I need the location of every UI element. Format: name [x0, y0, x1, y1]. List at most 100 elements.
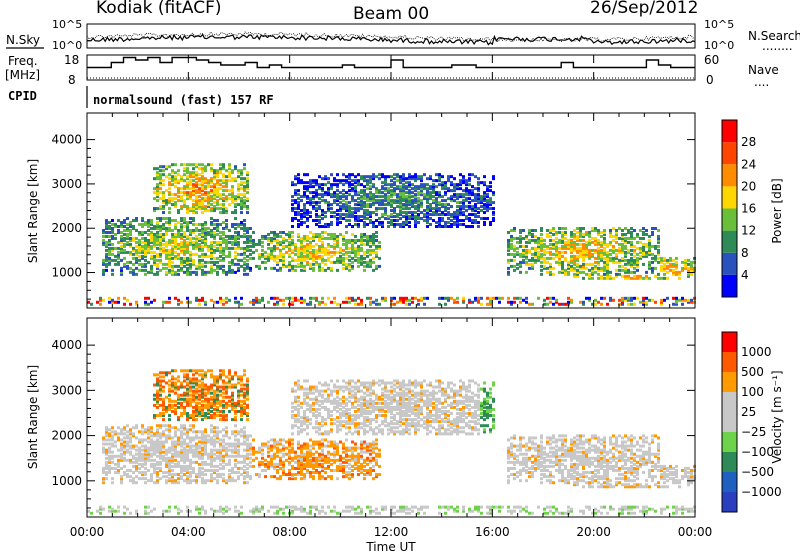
velocity-cell	[231, 395, 234, 399]
power-cell	[417, 175, 420, 179]
power-cell	[123, 264, 126, 268]
velocity-cell	[207, 434, 210, 438]
velocity-cell	[144, 430, 147, 434]
power-cell	[474, 197, 477, 201]
velocity-cell	[159, 375, 162, 379]
power-cell	[369, 219, 372, 223]
power-cell	[132, 248, 135, 252]
power-cell	[156, 238, 159, 242]
velocity-cell	[156, 399, 159, 403]
velocity-cell	[201, 432, 204, 436]
power-cell	[186, 228, 189, 232]
power-cell	[432, 195, 435, 199]
velocity-cell	[183, 379, 186, 383]
velocity-cell	[213, 440, 216, 444]
power-cell	[351, 298, 354, 302]
power-cell	[204, 260, 207, 264]
power-cell	[642, 300, 645, 304]
velocity-cell	[150, 462, 153, 466]
power-cell	[345, 242, 348, 246]
velocity-cell	[120, 452, 123, 456]
power-cell	[264, 256, 267, 260]
power-cell	[306, 302, 309, 306]
power-cell	[405, 203, 408, 207]
velocity-cell	[222, 473, 225, 477]
velocity-cell	[156, 473, 159, 477]
power-cell	[150, 232, 153, 236]
power-cell	[273, 238, 276, 242]
power-cell	[492, 213, 495, 217]
power-cell	[234, 254, 237, 258]
power-cell	[108, 296, 111, 300]
power-cell	[600, 248, 603, 252]
velocity-cell	[219, 456, 222, 460]
power-cell	[642, 254, 645, 258]
power-cell	[309, 236, 312, 240]
power-cell	[189, 242, 192, 246]
velocity-cell	[195, 507, 198, 511]
power-cell	[144, 238, 147, 242]
power-cell	[480, 302, 483, 306]
power-cell	[150, 240, 153, 244]
power-cell	[219, 230, 222, 234]
velocity-cell	[189, 381, 192, 385]
velocity-cell	[216, 379, 219, 383]
velocity-cell	[204, 416, 207, 420]
power-cell	[258, 254, 261, 258]
power-cell	[330, 207, 333, 211]
velocity-cell	[132, 471, 135, 475]
power-cell	[624, 274, 627, 278]
power-cell	[567, 300, 570, 304]
power-cell	[366, 236, 369, 240]
power-cell	[630, 262, 633, 266]
power-cell	[645, 242, 648, 246]
power-cell	[165, 266, 168, 270]
velocity-cell	[180, 468, 183, 472]
velocity-cell	[219, 444, 222, 448]
power-cell	[642, 248, 645, 252]
power-cell	[207, 185, 210, 189]
velocity-cell	[204, 387, 207, 391]
power-cell	[519, 300, 522, 304]
power-cell	[375, 298, 378, 302]
power-cell	[369, 215, 372, 219]
power-cell	[201, 296, 204, 300]
power-cell	[606, 276, 609, 280]
freq-tick-top: 18	[64, 53, 79, 67]
power-cell	[453, 199, 456, 203]
power-cell	[393, 173, 396, 177]
velocity-cell	[210, 477, 213, 481]
power-cell	[414, 207, 417, 211]
velocity-cell	[198, 452, 201, 456]
power-cell	[450, 195, 453, 199]
power-cell	[237, 230, 240, 234]
velocity-cell	[141, 458, 144, 462]
power-cell	[624, 250, 627, 254]
power-cell	[333, 199, 336, 203]
power-cell	[423, 187, 426, 191]
power-cell	[180, 207, 183, 211]
power-cell	[210, 179, 213, 183]
power-cell	[408, 191, 411, 195]
power-cell	[363, 185, 366, 189]
velocity-cell	[195, 371, 198, 375]
velocity-cell	[165, 462, 168, 466]
velocity-cell	[219, 369, 222, 373]
power-cell	[390, 199, 393, 203]
power-cell	[237, 242, 240, 246]
velocity-cell	[165, 458, 168, 462]
power-cell	[690, 272, 693, 276]
power-cell	[210, 167, 213, 171]
power-cell	[108, 300, 111, 304]
velocity-cell	[225, 509, 228, 513]
power-cell	[603, 250, 606, 254]
power-cell	[198, 254, 201, 258]
power-cell	[213, 250, 216, 254]
power-cell	[303, 264, 306, 268]
velocity-cell	[195, 454, 198, 458]
power-cell	[573, 228, 576, 232]
velocity-cell	[204, 373, 207, 377]
power-cell	[570, 234, 573, 238]
power-cell	[252, 302, 255, 306]
power-cell	[228, 163, 231, 167]
